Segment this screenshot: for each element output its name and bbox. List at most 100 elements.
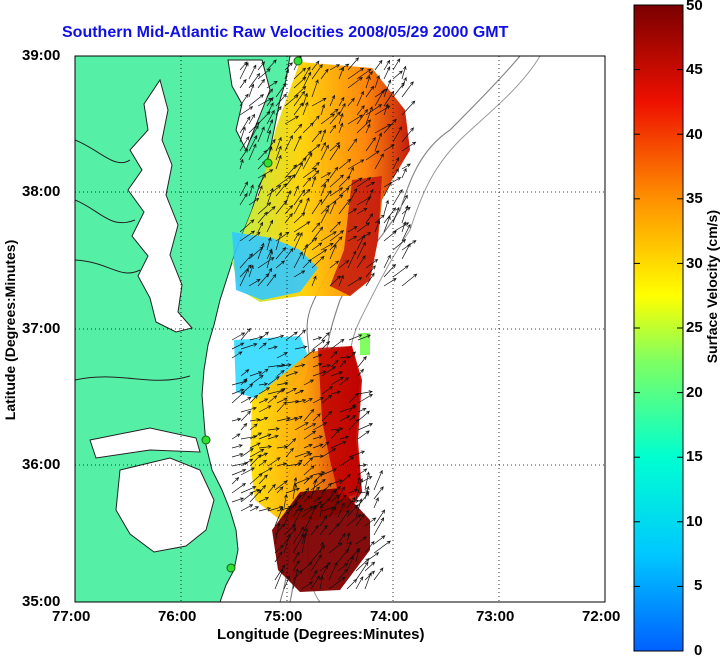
velocity-arrow [329, 236, 343, 251]
velocity-arrow [303, 408, 315, 422]
velocity-arrow [301, 561, 313, 572]
velocity-arrow [258, 331, 269, 341]
velocity-arrow [338, 96, 345, 107]
velocity-arrow [311, 115, 320, 125]
velocity-arrow [248, 231, 261, 242]
velocity-arrow [240, 448, 254, 458]
velocity-arrow [320, 141, 326, 152]
velocity-arrow [231, 444, 243, 449]
velocity-arrow [293, 198, 303, 215]
velocity-arrow [249, 432, 263, 440]
velocity-arrow [292, 570, 303, 581]
velocity-arrow [347, 226, 358, 233]
velocity-arrow [365, 265, 376, 278]
velocity-arrow [248, 94, 265, 107]
velocity-arrow [365, 272, 375, 287]
velocity-arrow [275, 260, 286, 269]
velocity-arrow [401, 221, 407, 233]
velocity-arrow [301, 527, 308, 545]
velocity-arrow [337, 509, 350, 527]
velocity-arrow [274, 506, 284, 527]
velocity-arrow [347, 97, 355, 107]
velocity-arrow [311, 170, 320, 179]
velocity-arrow [339, 355, 351, 359]
velocity-arrow [347, 177, 363, 188]
velocity-arrow [311, 64, 323, 80]
velocity-arrow [266, 273, 277, 287]
velocity-arrow [294, 422, 309, 431]
velocity-arrow [303, 495, 311, 503]
velocity-arrow [346, 555, 354, 572]
y-tick-label: 37:00 [22, 320, 61, 337]
y-axis-label: Latitude (Degrees:Minutes) [2, 239, 18, 421]
velocity-arrow [303, 349, 316, 359]
velocity-arrow [231, 482, 246, 494]
velocity-arrow [258, 507, 272, 512]
velocity-arrow [240, 378, 248, 386]
velocity-arrow [292, 568, 299, 590]
velocity-arrow [312, 435, 324, 440]
y-tick-label: 39:00 [22, 47, 61, 64]
velocity-arrow [319, 524, 328, 536]
velocity-arrow [374, 220, 381, 233]
velocity-arrow [266, 109, 275, 125]
velocity-arrow [347, 208, 358, 215]
velocity-arrow [329, 187, 344, 197]
velocity-arrow [284, 204, 294, 215]
figure-title: Southern Mid-Atlantic Raw Velocities 200… [62, 24, 509, 41]
velocity-arrow [383, 66, 391, 80]
velocity-arrow [266, 96, 274, 107]
velocity-arrow [276, 401, 287, 413]
colorbar-tick-label: 25 [686, 319, 703, 336]
velocity-arrow [321, 366, 337, 377]
velocity-arrow [365, 75, 371, 89]
velocity-arrow [329, 166, 339, 179]
velocity-arrow [303, 398, 313, 404]
velocity-arrow [338, 63, 350, 71]
velocity-arrow [275, 231, 290, 242]
velocity-arrow [338, 66, 345, 80]
velocity-arrow [356, 108, 369, 125]
velocity-arrow [355, 513, 365, 527]
velocity-arrow [294, 415, 303, 422]
velocity-arrow [240, 491, 254, 503]
velocity-arrow [257, 202, 272, 215]
velocity-arrow [267, 334, 285, 341]
velocity-arrow [355, 536, 367, 545]
velocity-arrow [348, 351, 357, 359]
y-tick-label: 36:00 [22, 456, 61, 473]
velocity-field-south-high [272, 488, 370, 592]
velocity-arrow [240, 422, 248, 431]
velocity-arrow [267, 434, 279, 440]
velocity-arrow [301, 515, 312, 536]
velocity-arrow [310, 478, 318, 500]
velocity-arrow [276, 381, 289, 386]
velocity-arrow [319, 515, 328, 527]
velocity-arrow [240, 467, 255, 476]
velocity-arrow [258, 405, 272, 413]
velocity-arrow [266, 184, 282, 197]
velocity-arrow [321, 364, 332, 368]
velocity-arrow [338, 187, 350, 197]
velocity-arrow [294, 477, 310, 485]
velocity-arrow [294, 389, 305, 395]
velocity-arrow [310, 525, 319, 536]
velocity-arrow [365, 104, 383, 116]
velocity-arrow [301, 487, 309, 500]
velocity-arrow [319, 562, 331, 572]
velocity-arrow [401, 141, 417, 152]
velocity-arrow [231, 388, 245, 395]
velocity-arrow [293, 232, 303, 251]
velocity-arrow [338, 274, 344, 287]
velocity-arrow [284, 68, 290, 80]
velocity-arrow [383, 181, 392, 197]
velocity-arrow [347, 166, 354, 179]
velocity-arrow [303, 423, 317, 431]
velocity-arrow [293, 251, 303, 269]
velocity-arrow [302, 258, 312, 269]
velocity-arrow [328, 561, 338, 581]
velocity-arrow [365, 181, 376, 188]
velocity-arrow [303, 443, 313, 449]
velocity-arrow [248, 64, 257, 80]
velocity-arrow [339, 415, 351, 422]
